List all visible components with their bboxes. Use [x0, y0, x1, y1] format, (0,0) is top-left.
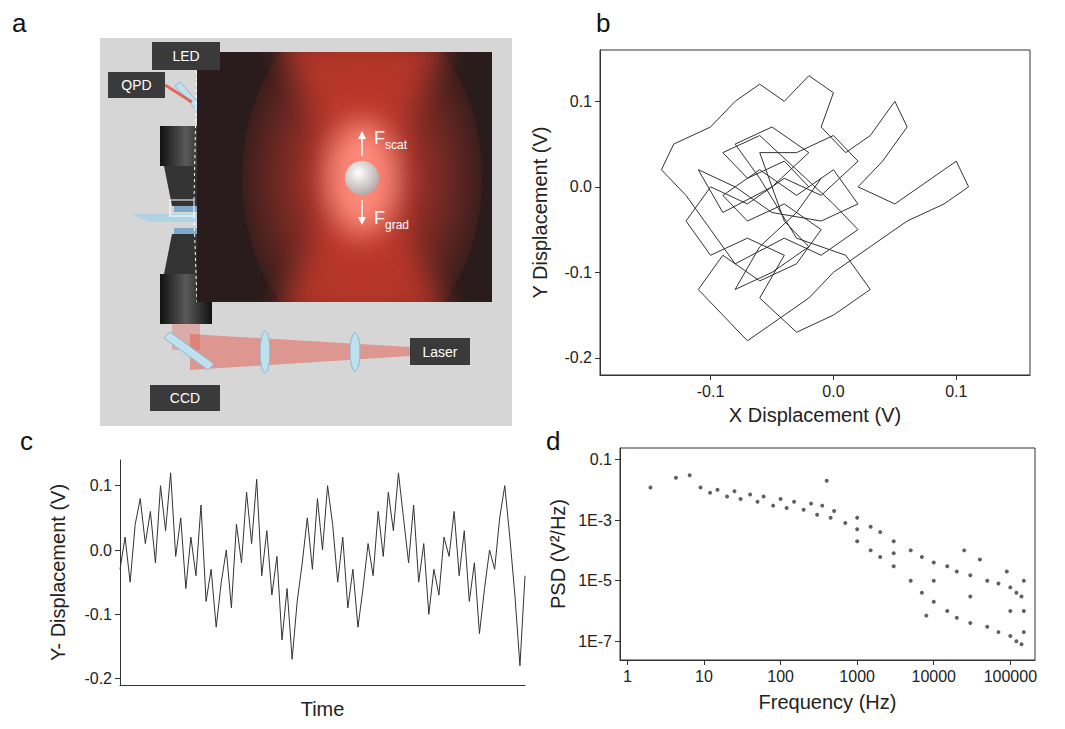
svg-text:-0.2: -0.2 [84, 670, 112, 687]
svg-text:CCD: CCD [170, 390, 200, 406]
svg-text:0.1: 0.1 [590, 451, 612, 468]
svg-text:-0.1: -0.1 [564, 264, 592, 281]
html-text:c: c [20, 426, 33, 456]
svg-text:Laser: Laser [422, 344, 457, 360]
svg-text:Y Displacement (V): Y Displacement (V) [529, 127, 551, 299]
svg-text:PSD (V²/Hz): PSD (V²/Hz) [547, 499, 569, 609]
svg-text:1E-7: 1E-7 [578, 633, 612, 650]
svg-text:0.0: 0.0 [570, 178, 592, 195]
svg-text:1E-5: 1E-5 [578, 572, 612, 589]
svg-text:0.1: 0.1 [570, 93, 592, 110]
html-text:d: d [546, 426, 561, 456]
svg-text:QPD: QPD [121, 77, 151, 93]
svg-text:100000: 100000 [984, 668, 1037, 685]
svg-text:-0.1: -0.1 [697, 383, 725, 400]
svg-text:Y- Displacement (V): Y- Displacement (V) [47, 484, 69, 661]
svg-text:Time: Time [301, 698, 345, 720]
html-text:a: a [12, 8, 27, 38]
svg-text:1000: 1000 [839, 668, 875, 685]
svg-text:0.0: 0.0 [822, 383, 844, 400]
svg-text:X Displacement (V): X Displacement (V) [729, 404, 901, 426]
svg-text:0.1: 0.1 [945, 383, 967, 400]
svg-text:10000: 10000 [911, 668, 956, 685]
svg-text:-0.1: -0.1 [84, 606, 112, 623]
svg-text:0.0: 0.0 [90, 542, 112, 559]
svg-text:1E-3: 1E-3 [578, 512, 612, 529]
svg-text:-0.2: -0.2 [564, 349, 592, 366]
svg-text:LED: LED [172, 48, 199, 64]
svg-text:Fgrad: Fgrad [374, 208, 409, 232]
svg-text:1: 1 [623, 668, 632, 685]
svg-text:10: 10 [695, 668, 713, 685]
html-text:b: b [596, 8, 611, 38]
svg-text:100: 100 [767, 668, 794, 685]
svg-text:0.1: 0.1 [90, 477, 112, 494]
svg-text:Frequency (Hz): Frequency (Hz) [759, 691, 897, 713]
svg-text:Fscat: Fscat [374, 128, 408, 152]
